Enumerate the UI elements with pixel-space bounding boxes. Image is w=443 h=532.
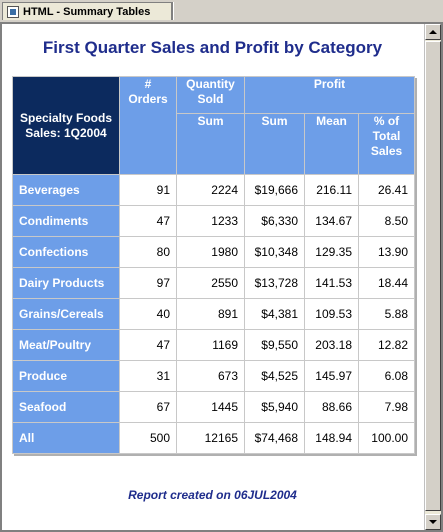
profit-mean-cell: 216.11: [304, 174, 359, 206]
quantity-cell: 891: [176, 298, 245, 330]
orders-cell: 97: [119, 267, 177, 299]
table-row: Seafood 67 1445 $5,940 88.66 7.98: [12, 391, 415, 423]
scroll-down-button[interactable]: [425, 514, 441, 530]
page-title: First Quarter Sales and Profit by Catego…: [42, 38, 383, 57]
row-category: Confections: [12, 236, 120, 268]
profit-sum-header: Sum: [244, 113, 305, 175]
pct-cell: 12.82: [358, 329, 415, 361]
pct-cell: 7.98: [358, 391, 415, 423]
pct-cell: 5.88: [358, 298, 415, 330]
profit-sum-cell: $9,550: [244, 329, 305, 361]
row-category: Seafood: [12, 391, 120, 423]
profit-sum-cell: $4,525: [244, 360, 305, 392]
pct-cell: 100.00: [358, 422, 415, 454]
orders-cell: 500: [119, 422, 177, 454]
orders-cell: 47: [119, 329, 177, 361]
quantity-cell: 1445: [176, 391, 245, 423]
profit-mean-cell: 148.94: [304, 422, 359, 454]
quantity-cell: 1980: [176, 236, 245, 268]
quantity-cell: 2550: [176, 267, 245, 299]
table-row: Beverages 91 2224 $19,666 216.11 26.41: [12, 174, 415, 206]
scroll-thumb[interactable]: [425, 41, 441, 511]
row-category: Produce: [12, 360, 120, 392]
orders-cell: 47: [119, 205, 177, 237]
quantity-cell: 673: [176, 360, 245, 392]
tab-bar: HTML - Summary Tables: [0, 0, 443, 22]
document-icon: [7, 5, 19, 18]
profit-mean-cell: 129.35: [304, 236, 359, 268]
report-content: First Quarter Sales and Profit by Catego…: [2, 24, 423, 530]
table-row: All 500 12165 $74,468 148.94 100.00: [12, 422, 415, 454]
orders-cell: 31: [119, 360, 177, 392]
table-row: Dairy Products 97 2550 $13,728 141.53 18…: [12, 267, 415, 299]
table-row: Confections 80 1980 $10,348 129.35 13.90: [12, 236, 415, 268]
pct-cell: 13.90: [358, 236, 415, 268]
quantity-cell: 1233: [176, 205, 245, 237]
profit-mean-header: Mean: [304, 113, 359, 175]
orders-cell: 80: [119, 236, 177, 268]
quantity-sum-header: Sum: [176, 113, 245, 175]
profit-sum-cell: $4,381: [244, 298, 305, 330]
orders-cell: 91: [119, 174, 177, 206]
browser-frame: First Quarter Sales and Profit by Catego…: [0, 22, 443, 532]
profit-mean-cell: 134.67: [304, 205, 359, 237]
vertical-scrollbar[interactable]: [424, 24, 441, 530]
table-row: Produce 31 673 $4,525 145.97 6.08: [12, 360, 415, 392]
pct-cell: 8.50: [358, 205, 415, 237]
profit-sum-cell: $19,666: [244, 174, 305, 206]
quantity-cell: 12165: [176, 422, 245, 454]
orders-cell: 40: [119, 298, 177, 330]
profit-mean-cell: 203.18: [304, 329, 359, 361]
profit-mean-cell: 141.53: [304, 267, 359, 299]
tab-separator: [172, 2, 174, 20]
row-category: All: [12, 422, 120, 454]
quantity-cell: 1169: [176, 329, 245, 361]
summary-table: Specialty Foods Sales: 1Q2004 # Orders Q…: [12, 76, 415, 454]
quantity-header: Quantity Sold: [176, 76, 245, 114]
row-category: Grains/Cereals: [12, 298, 120, 330]
orders-header: # Orders: [119, 76, 177, 175]
arrow-down-icon: [429, 520, 437, 524]
pct-cell: 18.44: [358, 267, 415, 299]
stub-header: Specialty Foods Sales: 1Q2004: [12, 76, 120, 175]
row-category: Dairy Products: [12, 267, 120, 299]
profit-mean-cell: 109.53: [304, 298, 359, 330]
table-row: Grains/Cereals 40 891 $4,381 109.53 5.88: [12, 298, 415, 330]
profit-sum-cell: $6,330: [244, 205, 305, 237]
arrow-up-icon: [429, 30, 437, 34]
pct-total-header: % of Total Sales: [358, 113, 415, 175]
report-created-note: Report created on 06JUL2004: [128, 488, 297, 502]
row-category: Meat/Poultry: [12, 329, 120, 361]
table-row: Meat/Poultry 47 1169 $9,550 203.18 12.82: [12, 329, 415, 361]
table-row: Condiments 47 1233 $6,330 134.67 8.50: [12, 205, 415, 237]
profit-sum-cell: $5,940: [244, 391, 305, 423]
pct-cell: 6.08: [358, 360, 415, 392]
row-category: Condiments: [12, 205, 120, 237]
pct-cell: 26.41: [358, 174, 415, 206]
profit-sum-cell: $10,348: [244, 236, 305, 268]
profit-mean-cell: 145.97: [304, 360, 359, 392]
tab-label: HTML - Summary Tables: [23, 5, 151, 18]
scroll-up-button[interactable]: [425, 24, 441, 40]
profit-header: Profit: [244, 76, 415, 114]
tab-html-summary-tables[interactable]: HTML - Summary Tables: [2, 2, 172, 20]
profit-mean-cell: 88.66: [304, 391, 359, 423]
profit-sum-cell: $13,728: [244, 267, 305, 299]
quantity-cell: 2224: [176, 174, 245, 206]
profit-sum-cell: $74,468: [244, 422, 305, 454]
orders-cell: 67: [119, 391, 177, 423]
row-category: Beverages: [12, 174, 120, 206]
